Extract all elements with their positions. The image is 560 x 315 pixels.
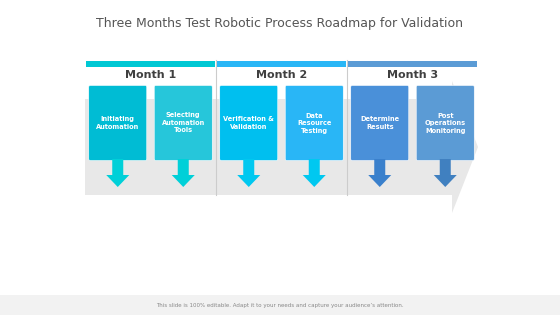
Text: Verification &
Validation: Verification & Validation xyxy=(223,116,274,130)
Polygon shape xyxy=(434,159,457,187)
Bar xyxy=(86,61,215,67)
FancyBboxPatch shape xyxy=(88,85,147,161)
FancyBboxPatch shape xyxy=(351,85,409,161)
Text: Month 3: Month 3 xyxy=(387,70,438,80)
Text: This slide is 100% editable. Adapt it to your needs and capture your audience’s : This slide is 100% editable. Adapt it to… xyxy=(156,302,404,307)
Text: Post
Operations
Monitoring: Post Operations Monitoring xyxy=(424,112,466,134)
Text: Determine
Results: Determine Results xyxy=(360,116,399,130)
Polygon shape xyxy=(172,159,195,187)
Polygon shape xyxy=(237,159,260,187)
Bar xyxy=(0,295,560,315)
Polygon shape xyxy=(303,159,326,187)
Text: Month 2: Month 2 xyxy=(256,70,307,80)
Polygon shape xyxy=(85,81,478,213)
Polygon shape xyxy=(368,159,391,187)
Text: Initiating
Automation: Initiating Automation xyxy=(96,116,139,130)
Text: Selecting
Automation
Tools: Selecting Automation Tools xyxy=(162,112,205,134)
FancyBboxPatch shape xyxy=(154,85,212,161)
FancyBboxPatch shape xyxy=(220,85,278,161)
Bar xyxy=(217,61,346,67)
Text: Three Months Test Robotic Process Roadmap for Validation: Three Months Test Robotic Process Roadma… xyxy=(96,17,464,30)
FancyBboxPatch shape xyxy=(416,85,474,161)
Polygon shape xyxy=(106,159,129,187)
Bar xyxy=(348,61,477,67)
Text: Month 1: Month 1 xyxy=(125,70,176,80)
FancyBboxPatch shape xyxy=(285,85,343,161)
Text: Data
Resource
Testing: Data Resource Testing xyxy=(297,112,332,134)
